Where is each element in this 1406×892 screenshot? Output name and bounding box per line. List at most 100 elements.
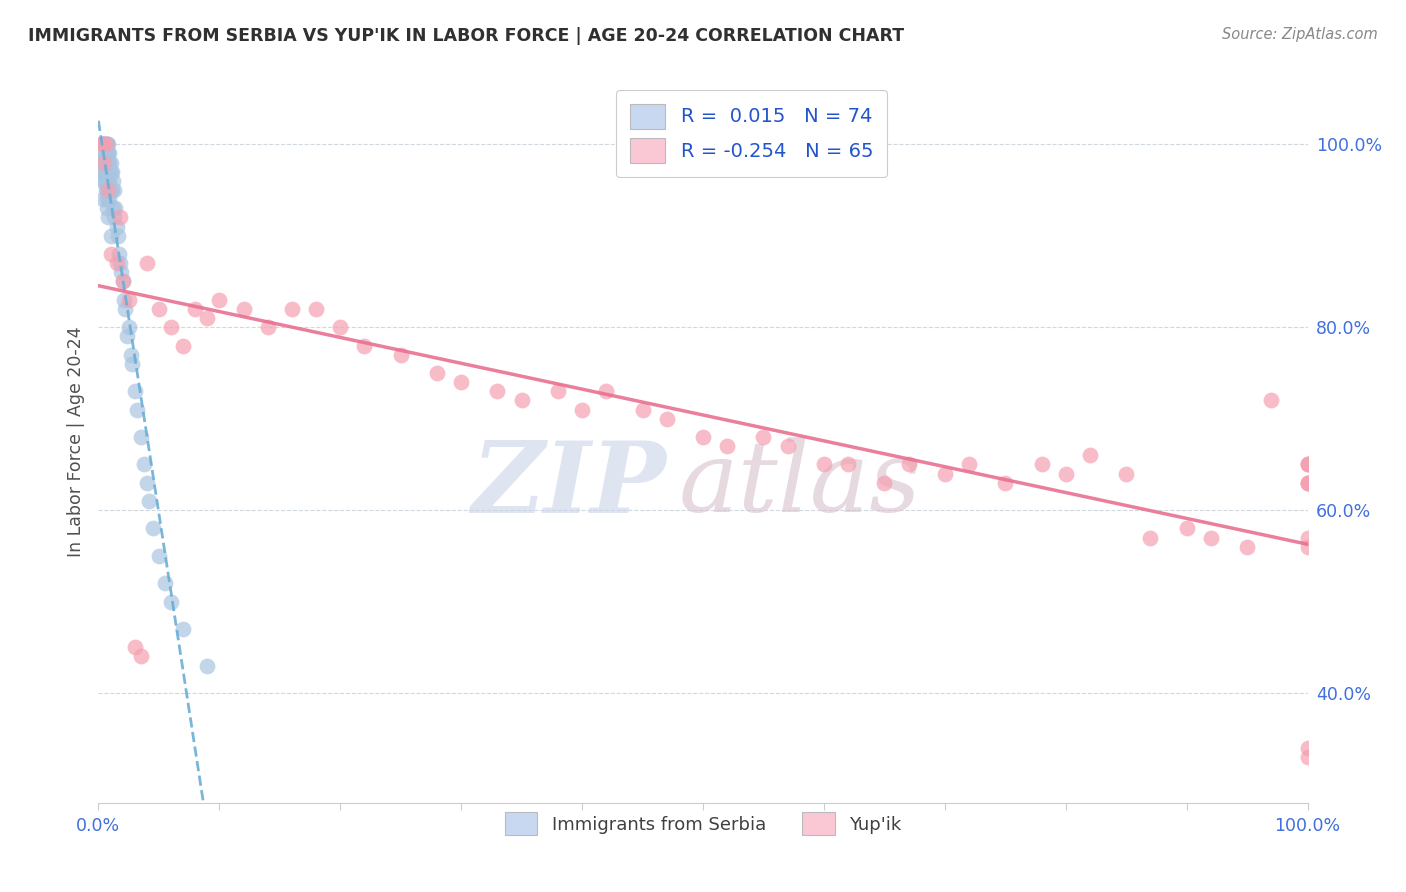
Point	[994, 475, 1017, 490]
Point	[1175, 521, 1198, 535]
Point	[98, 174, 121, 188]
Point	[752, 430, 775, 444]
Point	[1296, 740, 1319, 755]
Point	[305, 301, 328, 316]
Point	[142, 521, 165, 535]
Text: IMMIGRANTS FROM SERBIA VS YUP'IK IN LABOR FORCE | AGE 20-24 CORRELATION CHART: IMMIGRANTS FROM SERBIA VS YUP'IK IN LABO…	[28, 27, 904, 45]
Point	[1054, 467, 1077, 481]
Point	[107, 228, 129, 243]
Point	[129, 649, 152, 664]
Point	[93, 155, 115, 169]
Point	[96, 137, 118, 152]
Point	[97, 165, 120, 179]
Point	[934, 467, 956, 481]
Point	[91, 137, 114, 152]
Point	[111, 275, 134, 289]
Point	[134, 458, 156, 472]
Point	[108, 247, 131, 261]
Point	[510, 393, 533, 408]
Point	[96, 165, 118, 179]
Y-axis label: In Labor Force | Age 20-24: In Labor Force | Age 20-24	[66, 326, 84, 557]
Point	[91, 137, 114, 152]
Point	[195, 658, 218, 673]
Point	[1115, 467, 1137, 481]
Point	[117, 329, 139, 343]
Point	[91, 174, 114, 188]
Point	[256, 320, 278, 334]
Point	[96, 146, 118, 161]
Point	[837, 458, 859, 472]
Point	[93, 155, 115, 169]
Point	[97, 155, 120, 169]
Point	[124, 384, 146, 399]
Point	[1031, 458, 1053, 472]
Point	[1296, 458, 1319, 472]
Point	[101, 174, 124, 188]
Point	[93, 137, 115, 152]
Point	[98, 146, 121, 161]
Point	[389, 348, 412, 362]
Point	[91, 146, 114, 161]
Point	[1296, 475, 1319, 490]
Point	[94, 137, 117, 152]
Point	[105, 256, 128, 270]
Point	[108, 211, 131, 225]
Point	[232, 301, 254, 316]
Point	[112, 293, 135, 307]
Point	[129, 430, 152, 444]
Point	[97, 137, 120, 152]
Point	[692, 430, 714, 444]
Point	[1296, 540, 1319, 554]
Point	[93, 174, 115, 188]
Point	[94, 137, 117, 152]
Point	[208, 293, 231, 307]
Point	[1199, 531, 1222, 545]
Point	[160, 320, 183, 334]
Point	[486, 384, 509, 399]
Point	[96, 174, 118, 188]
Point	[96, 155, 118, 169]
Point	[100, 183, 122, 197]
Point	[100, 183, 122, 197]
Point	[94, 165, 117, 179]
Point	[353, 338, 375, 352]
Point	[111, 275, 134, 289]
Point	[98, 155, 121, 169]
Point	[100, 228, 122, 243]
Point	[94, 146, 117, 161]
Point	[98, 165, 121, 179]
Point	[329, 320, 352, 334]
Point	[103, 211, 125, 225]
Point	[118, 293, 141, 307]
Point	[426, 366, 449, 380]
Point	[873, 475, 896, 490]
Point	[93, 165, 115, 179]
Point	[100, 155, 122, 169]
Point	[91, 137, 114, 152]
Point	[571, 402, 593, 417]
Point	[1296, 458, 1319, 472]
Point	[135, 475, 157, 490]
Point	[1236, 540, 1258, 554]
Point	[1296, 531, 1319, 545]
Point	[94, 155, 117, 169]
Point	[98, 192, 121, 206]
Point	[100, 247, 122, 261]
Point	[100, 165, 122, 179]
Point	[97, 211, 120, 225]
Point	[103, 183, 125, 197]
Point	[138, 494, 160, 508]
Point	[957, 458, 980, 472]
Point	[91, 155, 114, 169]
Point	[1296, 458, 1319, 472]
Point	[655, 411, 678, 425]
Point	[547, 384, 569, 399]
Point	[172, 338, 194, 352]
Point	[450, 375, 472, 389]
Point	[96, 202, 118, 216]
Point	[631, 402, 654, 417]
Point	[897, 458, 920, 472]
Point	[93, 146, 115, 161]
Point	[118, 320, 141, 334]
Point	[124, 640, 146, 655]
